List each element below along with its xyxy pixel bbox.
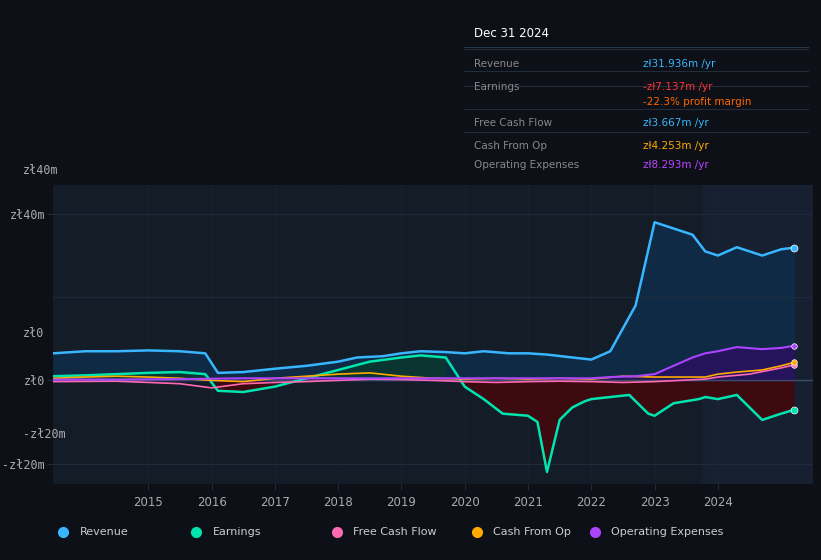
Text: Operating Expenses: Operating Expenses [612, 527, 724, 537]
Text: zł0: zł0 [23, 326, 44, 340]
Text: Cash From Op: Cash From Op [493, 527, 571, 537]
Text: Free Cash Flow: Free Cash Flow [475, 118, 553, 128]
Text: -zł7.137m /yr: -zł7.137m /yr [643, 82, 713, 92]
Text: Cash From Op: Cash From Op [475, 141, 548, 151]
Text: -22.3% profit margin: -22.3% profit margin [643, 97, 751, 107]
Text: Revenue: Revenue [475, 59, 520, 69]
Text: zł31.936m /yr: zł31.936m /yr [643, 59, 716, 69]
Text: Earnings: Earnings [213, 527, 261, 537]
Text: Operating Expenses: Operating Expenses [475, 160, 580, 170]
Text: Revenue: Revenue [80, 527, 128, 537]
Text: Free Cash Flow: Free Cash Flow [353, 527, 437, 537]
Text: -zł20m: -zł20m [23, 427, 66, 441]
Text: zł40m: zł40m [23, 164, 58, 178]
Text: Dec 31 2024: Dec 31 2024 [475, 27, 549, 40]
Bar [702, 185, 813, 484]
Text: zł4.253m /yr: zł4.253m /yr [643, 141, 709, 151]
Text: zł3.667m /yr: zł3.667m /yr [643, 118, 709, 128]
Text: Earnings: Earnings [475, 82, 520, 92]
Text: zł8.293m /yr: zł8.293m /yr [643, 160, 709, 170]
